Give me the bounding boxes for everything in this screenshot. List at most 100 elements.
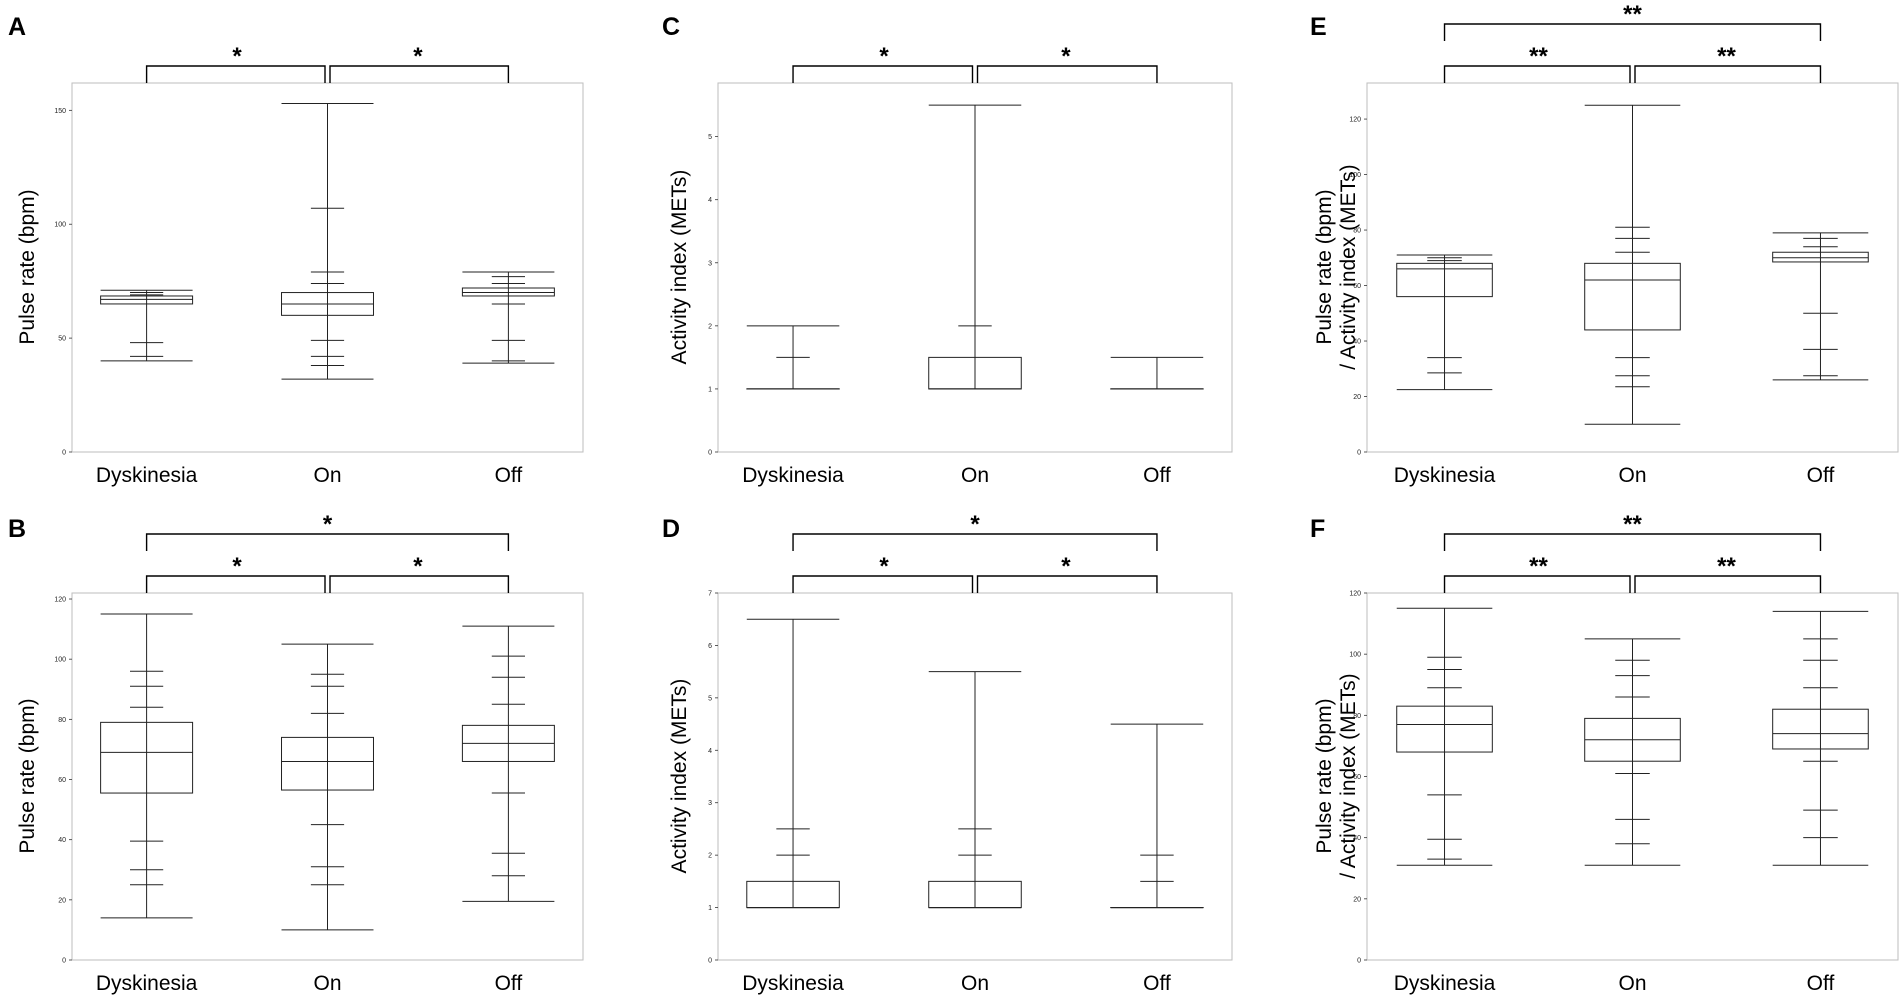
significance-bracket <box>1443 65 1631 83</box>
x-category-label: Off <box>1143 464 1171 487</box>
y-tick-label: 100 <box>1349 172 1361 179</box>
panel-letter: D <box>662 515 680 543</box>
x-category-label: Dyskinesia <box>1394 464 1496 487</box>
y-tick-label: 150 <box>54 108 66 115</box>
significance-label: ** <box>1623 1 1642 28</box>
x-category-label: Off <box>1143 972 1171 995</box>
significance-bracket <box>329 575 510 593</box>
significance-bracket <box>329 65 510 83</box>
y-tick-label: 2 <box>708 853 712 860</box>
y-axis-label: Pulse rate (bpm) <box>16 189 39 344</box>
y-tick-label: 120 <box>1349 591 1361 598</box>
y-tick-label: 0 <box>708 958 712 965</box>
significance-label: * <box>1061 43 1071 70</box>
y-tick-label: 0 <box>1357 450 1361 457</box>
y-tick-label: 0 <box>62 450 66 457</box>
y-axis-label: Pulse rate (bpm) <box>1313 698 1336 853</box>
panel-letter: E <box>1310 13 1327 41</box>
y-axis-label: Activity index (METs) <box>668 170 691 365</box>
significance-label: * <box>879 43 889 70</box>
y-tick-label: 40 <box>1353 339 1361 346</box>
box-on <box>281 103 374 380</box>
significance-label: ** <box>1717 553 1736 580</box>
significance-label: ** <box>1529 553 1548 580</box>
box-iqr <box>1584 262 1681 331</box>
plot-frame <box>717 592 1233 961</box>
x-category-label: Off <box>1807 464 1835 487</box>
significance-label: * <box>970 511 980 538</box>
y-axis-label: / Activity index (METs) <box>1337 164 1360 369</box>
box-dyskinesia <box>1396 254 1493 391</box>
significance-bracket <box>976 65 1158 83</box>
significance-label: * <box>1061 553 1071 580</box>
y-tick-label: 0 <box>62 958 66 965</box>
panel-letter: F <box>1310 515 1325 543</box>
x-category-label: Off <box>495 972 523 995</box>
y-tick-label: 40 <box>58 837 66 844</box>
significance-bracket <box>145 65 326 83</box>
significance-bracket <box>1443 533 1822 551</box>
significance-label: * <box>232 553 242 580</box>
y-tick-label: 120 <box>54 597 66 604</box>
significance-bracket <box>1634 65 1822 83</box>
box-off <box>461 625 555 902</box>
significance-bracket <box>145 533 510 551</box>
panel-b: B 0 20 40 60 80 100 120 Pulse rate (bpm) Dyskines… <box>8 511 584 995</box>
significance-bracket <box>792 575 974 593</box>
significance-label: ** <box>1717 43 1736 70</box>
box-iqr <box>100 721 194 794</box>
plot-frame <box>717 82 1233 453</box>
plot-frame <box>71 592 584 961</box>
box-off <box>461 271 555 364</box>
y-axis-label: Pulse rate (bpm) <box>16 698 39 853</box>
y-tick-label: 4 <box>708 197 712 204</box>
y-axis-label: / Activity index (METs) <box>1337 673 1360 878</box>
x-category-label: Dyskinesia <box>742 464 844 487</box>
x-category-label: Off <box>495 464 523 487</box>
significance-bracket <box>1443 575 1631 593</box>
y-tick-label: 20 <box>1353 896 1361 903</box>
significance-label: ** <box>1623 511 1642 538</box>
x-category-label: On <box>1618 464 1646 487</box>
y-tick-label: 100 <box>1349 652 1361 659</box>
x-category-label: Dyskinesia <box>1394 972 1496 995</box>
x-category-label: Dyskinesia <box>742 972 844 995</box>
y-tick-label: 60 <box>1353 774 1361 781</box>
y-tick-label: 120 <box>1349 117 1361 124</box>
y-tick-label: 20 <box>58 897 66 904</box>
box-iqr <box>1396 705 1493 753</box>
box-dyskinesia <box>746 325 840 390</box>
y-tick-label: 0 <box>1357 958 1361 965</box>
y-tick-label: 5 <box>708 695 712 702</box>
significance-label: * <box>323 511 333 538</box>
y-tick-label: 80 <box>1353 228 1361 235</box>
panel-letter: A <box>8 13 26 41</box>
significance-bracket <box>1634 575 1822 593</box>
box-off <box>1110 356 1204 390</box>
y-tick-label: 1 <box>708 905 712 912</box>
y-tick-label: 4 <box>708 748 712 755</box>
x-category-label: Dyskinesia <box>96 464 198 487</box>
box-dyskinesia <box>1396 607 1493 866</box>
box-iqr <box>1772 251 1869 263</box>
x-category-label: On <box>1618 972 1646 995</box>
box-dyskinesia <box>100 289 194 362</box>
y-tick-label: 100 <box>54 657 66 664</box>
y-tick-label: 0 <box>708 450 712 457</box>
significance-label: * <box>232 43 242 70</box>
significance-bracket <box>1443 23 1822 41</box>
x-category-label: On <box>961 972 989 995</box>
y-tick-label: 3 <box>708 800 712 807</box>
y-tick-label: 6 <box>708 643 712 650</box>
panel-letter: B <box>8 515 26 543</box>
box-on <box>928 671 1022 909</box>
box-off <box>1772 610 1869 866</box>
x-category-label: Off <box>1807 972 1835 995</box>
significance-label: * <box>879 553 889 580</box>
panel-letter: C <box>662 13 680 41</box>
box-iqr <box>281 736 374 791</box>
box-dyskinesia <box>100 613 194 919</box>
y-tick-label: 3 <box>708 260 712 267</box>
y-axis-label: Activity index (METs) <box>668 679 691 874</box>
